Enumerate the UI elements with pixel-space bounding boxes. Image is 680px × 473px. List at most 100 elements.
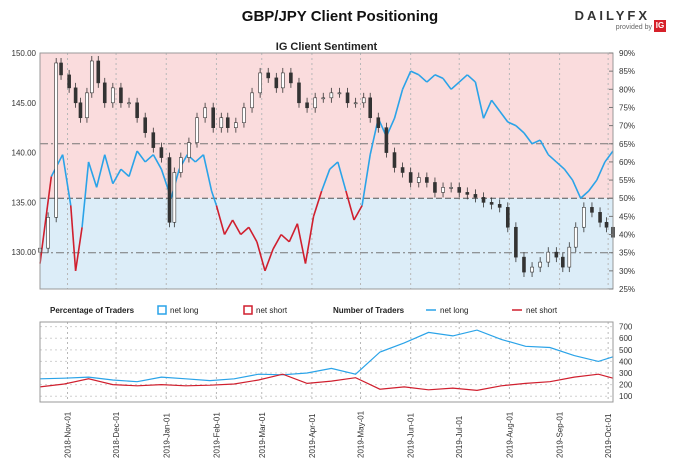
count-series xyxy=(39,329,614,392)
ig-logo: IG xyxy=(654,20,666,32)
net-position-segment xyxy=(320,168,331,192)
candle-body xyxy=(274,77,279,89)
candle-body xyxy=(400,167,405,173)
percent-tick-label: 90% xyxy=(619,49,635,58)
candle-body xyxy=(73,87,78,104)
net-position-segment xyxy=(458,74,468,83)
candle-body xyxy=(416,177,421,183)
candle-body xyxy=(258,72,262,94)
net-position-segment xyxy=(596,161,606,181)
percent-tick-label: 45% xyxy=(619,212,635,221)
candle-body xyxy=(329,92,334,99)
net-position-segment xyxy=(588,179,598,192)
candle-body xyxy=(135,102,139,119)
net-position-segment xyxy=(539,139,549,156)
candle-body xyxy=(590,207,594,213)
net-position-segment xyxy=(393,89,404,119)
candle-body xyxy=(392,152,397,168)
candle-body xyxy=(46,217,50,249)
dailyfx-logo: DAILYFX xyxy=(574,8,650,23)
net-position-segment xyxy=(604,150,614,163)
candle-body xyxy=(313,97,317,109)
candle-body xyxy=(598,212,602,223)
candle-body xyxy=(297,82,301,104)
net-position-segment xyxy=(39,176,53,264)
x-tick-label: 2019-Sep-01 xyxy=(556,411,565,458)
candle-body xyxy=(408,172,413,183)
net-position-segment xyxy=(401,70,412,90)
lower-frame xyxy=(39,321,614,403)
net-position-segment xyxy=(144,154,154,163)
date-axis: 2018-Nov-01 2018-Dec-01 2019-Jan-01 2019-Fe… xyxy=(64,410,614,458)
candle-body xyxy=(78,102,83,119)
candle-body xyxy=(305,102,309,109)
net-position-segment xyxy=(296,223,307,264)
candle-body xyxy=(345,92,350,104)
candle-body xyxy=(497,204,502,208)
x-tick-label: 2019-Mar-01 xyxy=(258,412,267,458)
net-position-segment xyxy=(442,77,452,90)
candle-body xyxy=(530,266,534,273)
candle-body xyxy=(449,187,453,189)
net-position-segment xyxy=(240,226,250,236)
candle-body xyxy=(96,60,101,84)
net-position-segment xyxy=(329,161,339,170)
net-position-segment xyxy=(128,150,138,177)
candle-body xyxy=(127,102,131,105)
candle-body xyxy=(219,117,224,128)
legend-title-number: Number of Traders xyxy=(333,306,405,315)
net-position-segment xyxy=(353,205,363,221)
net-position-segment xyxy=(69,205,77,271)
net-long-count-line xyxy=(39,329,614,383)
percent-tick-label: 65% xyxy=(619,140,635,149)
candle-body xyxy=(143,117,148,133)
candle-body xyxy=(384,127,389,153)
percent-tick-label: 80% xyxy=(619,85,635,94)
candle-body xyxy=(67,74,71,89)
candle-body xyxy=(225,117,230,128)
count-tick-label: 200 xyxy=(619,381,633,390)
net-position-segment xyxy=(426,74,436,83)
net-position-segment xyxy=(112,168,122,185)
net-position-segment xyxy=(248,226,258,243)
net-position-segment xyxy=(87,161,98,188)
net-position-segment xyxy=(194,154,205,163)
x-tick-label: 2019-May-01 xyxy=(356,410,365,458)
candle-body xyxy=(441,187,445,193)
candle-body xyxy=(604,221,609,228)
legend: Percentage of Traders net long net short Nu… xyxy=(50,305,558,315)
candle-body xyxy=(250,92,254,109)
net-position-segment xyxy=(490,99,501,112)
upper-grid xyxy=(40,53,613,289)
net-position-segment xyxy=(288,223,299,243)
candle-body xyxy=(368,97,373,119)
candle-body xyxy=(505,207,510,228)
net-position-segment xyxy=(223,219,234,235)
candle-body xyxy=(242,107,246,124)
count-axis: 700 600 500 400 300 200 100 xyxy=(619,323,633,402)
candle-body xyxy=(465,192,470,195)
legend-swatch-net-long xyxy=(157,305,167,315)
net-position-segment xyxy=(103,154,114,184)
net-position-segment xyxy=(136,150,146,163)
net-position-segment xyxy=(256,241,266,272)
chart-title: GBP/JPY Client Positioning xyxy=(241,8,439,25)
net-position-segment xyxy=(264,248,274,272)
net-position-segment xyxy=(202,154,213,192)
net-position-segment xyxy=(304,216,315,264)
percent-axis: 90% 85% 80% 75% 70% 65% 60% 55% 50% 45% 40% 35% 30% 2… xyxy=(609,49,635,294)
candle-body xyxy=(179,157,183,173)
net-position-segment xyxy=(547,154,557,163)
net-position-segment xyxy=(361,154,371,206)
percent-tick-label: 25% xyxy=(619,285,635,294)
x-tick-label: 2019-Jan-01 xyxy=(162,413,171,458)
candle-body xyxy=(151,132,156,148)
net-position-segment xyxy=(210,190,218,206)
net-position-segment xyxy=(580,190,590,199)
legend-label-net-short: net short xyxy=(256,306,288,315)
candle-body xyxy=(561,256,565,268)
candle-body xyxy=(473,194,478,198)
net-position-segment xyxy=(120,168,130,178)
x-tick-label: 2018-Nov-01 xyxy=(64,411,73,458)
